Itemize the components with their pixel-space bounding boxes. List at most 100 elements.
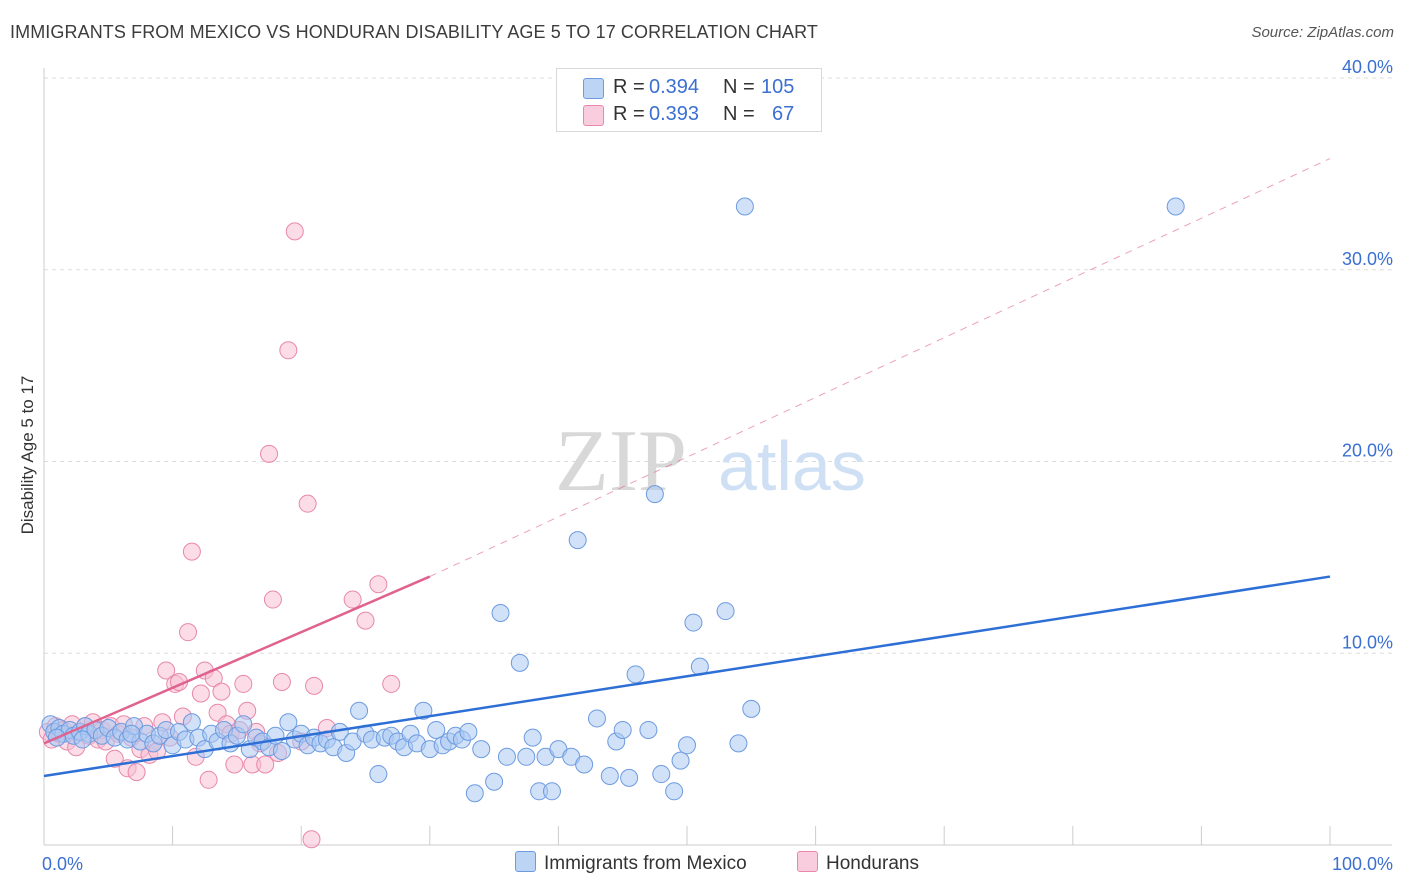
data-point-mexico xyxy=(182,713,201,732)
data-point-hondurans xyxy=(234,674,253,693)
data-point-hondurans xyxy=(256,755,275,774)
y-axis-label: Disability Age 5 to 17 xyxy=(18,375,37,535)
data-point-mexico xyxy=(665,782,684,801)
legend-r-label: R = xyxy=(613,103,645,125)
legend-swatch-hondurans xyxy=(583,105,604,126)
trend-lines xyxy=(43,158,1331,778)
data-point-mexico xyxy=(1166,197,1185,216)
data-point-hondurans xyxy=(263,590,282,609)
bottom-legend-label-hondurans: Hondurans xyxy=(826,853,919,874)
watermark-zip: ZIP xyxy=(555,413,687,510)
data-point-mexico xyxy=(510,653,529,672)
data-point-mexico xyxy=(272,742,291,761)
data-point-mexico xyxy=(671,751,690,770)
legend-n-value-hondurans: 67 xyxy=(772,103,795,125)
grid-lines xyxy=(44,77,1392,654)
data-point-mexico xyxy=(517,747,536,766)
data-point-mexico xyxy=(575,755,594,774)
data-point-hondurans xyxy=(279,341,298,360)
data-point-hondurans xyxy=(305,676,324,695)
legend-n-label: N = xyxy=(723,76,755,98)
source-credit: Source: ZipAtlas.com xyxy=(1251,24,1394,41)
data-point-mexico xyxy=(678,736,696,755)
axes xyxy=(43,68,1392,846)
data-point-mexico xyxy=(542,782,561,801)
trend-line-mexico xyxy=(43,575,1331,778)
chart-title: IMMIGRANTS FROM MEXICO VS HONDURAN DISAB… xyxy=(10,22,818,42)
data-point-mexico xyxy=(620,768,639,787)
y-tick-label: 10.0% xyxy=(1342,632,1393,652)
x-tick-label: 0.0% xyxy=(42,854,83,874)
data-point-hondurans xyxy=(191,684,210,703)
x-tick-label: 100.0% xyxy=(1332,854,1393,874)
bottom-legend-swatch-mexico xyxy=(515,851,536,872)
data-point-hondurans xyxy=(369,575,388,594)
data-point-hondurans xyxy=(298,494,317,513)
data-point-hondurans xyxy=(302,830,321,849)
data-point-mexico xyxy=(279,713,298,732)
data-point-mexico xyxy=(427,720,446,739)
data-point-mexico xyxy=(652,765,671,784)
data-point-hondurans xyxy=(225,755,244,774)
legend-swatch-mexico xyxy=(583,78,604,99)
data-point-hondurans xyxy=(285,222,304,241)
data-point-mexico xyxy=(472,740,491,759)
data-point-hondurans xyxy=(343,590,362,609)
legend-n-label: N = xyxy=(723,103,755,125)
data-point-mexico xyxy=(234,715,253,734)
bottom-legend-swatch-hondurans xyxy=(797,851,818,872)
watermark-atlas: atlas xyxy=(718,427,866,505)
data-point-mexico xyxy=(350,701,369,720)
data-point-mexico xyxy=(645,485,664,504)
y-tick-label: 30.0% xyxy=(1342,249,1393,269)
trend-line-hondurans-extension xyxy=(429,158,1331,578)
data-point-mexico xyxy=(639,720,658,739)
data-point-mexico xyxy=(716,602,735,621)
bottom-legend-mexico: Immigrants from Mexico xyxy=(515,851,747,875)
data-point-hondurans xyxy=(182,542,201,561)
trend-line-hondurans xyxy=(43,575,431,745)
data-point-mexico xyxy=(742,699,761,718)
data-point-mexico xyxy=(497,747,516,766)
data-point-mexico xyxy=(600,766,619,785)
data-point-mexico xyxy=(414,701,433,720)
bottom-legend-hondurans: Hondurans xyxy=(797,851,919,875)
data-point-mexico xyxy=(465,784,484,803)
data-point-mexico xyxy=(729,734,748,753)
y-tick-label: 20.0% xyxy=(1342,441,1393,461)
data-point-hondurans xyxy=(212,682,231,701)
data-point-hondurans xyxy=(356,611,375,630)
data-point-hondurans xyxy=(179,623,198,642)
correlation-legend: R = 0.394 N = 105 R = 0.393 N = 67 xyxy=(556,68,822,132)
legend-r-value-hondurans: 0.393 xyxy=(649,103,700,125)
data-point-mexico xyxy=(73,730,92,749)
data-point-hondurans xyxy=(157,661,176,680)
data-point-mexico xyxy=(369,765,388,784)
tick-labels: 10.0% 20.0% 30.0% 40.0% 0.0% 100.0% xyxy=(42,57,1393,874)
data-point-mexico xyxy=(626,665,645,684)
data-point-mexico xyxy=(613,720,632,739)
data-point-hondurans xyxy=(199,770,218,789)
data-point-mexico xyxy=(587,709,606,728)
data-point-hondurans xyxy=(260,444,279,463)
legend-row-mexico: R = 0.394 N = 105 xyxy=(557,74,821,100)
mexico-points xyxy=(41,197,1185,803)
data-point-mexico xyxy=(568,531,587,550)
data-point-mexico xyxy=(459,722,478,741)
legend-r-value-mexico: 0.394 xyxy=(649,76,700,98)
data-point-mexico xyxy=(684,613,703,632)
data-point-hondurans xyxy=(382,674,401,693)
data-point-mexico xyxy=(485,772,504,791)
data-point-mexico xyxy=(523,728,542,747)
legend-row-hondurans: R = 0.393 N = 67 xyxy=(557,101,821,127)
data-point-hondurans xyxy=(272,673,291,692)
data-point-hondurans xyxy=(105,749,124,768)
legend-r-label: R = xyxy=(613,76,645,98)
data-point-mexico xyxy=(491,603,510,622)
data-point-hondurans xyxy=(127,763,146,782)
y-tick-label: 40.0% xyxy=(1342,57,1393,77)
data-point-mexico xyxy=(735,197,754,216)
data-point-mexico xyxy=(122,724,141,743)
legend-n-value-mexico: 105 xyxy=(761,76,795,98)
